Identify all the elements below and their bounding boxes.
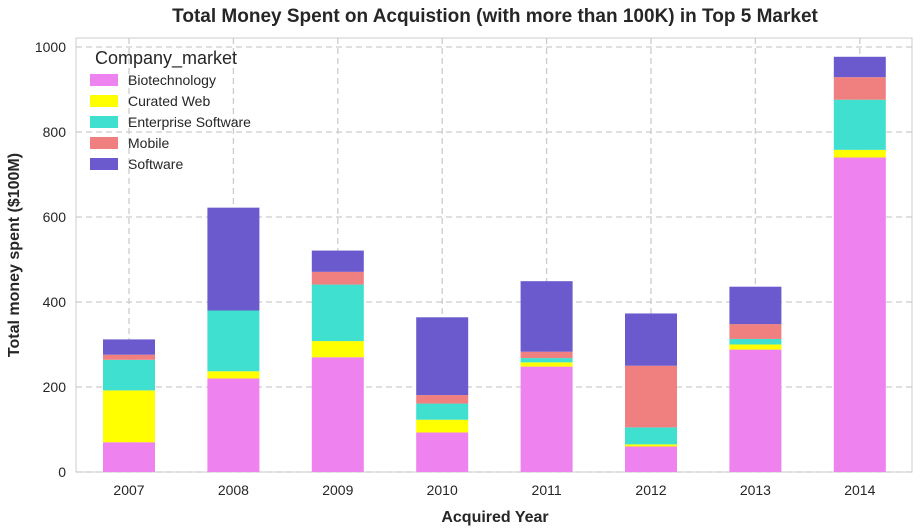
legend-label: Biotechnology [128, 72, 216, 88]
bar-mobile-2014 [833, 77, 886, 100]
bar-biotechnology-2012 [625, 446, 677, 472]
bar-biotechnology-2008 [207, 378, 260, 472]
bar-software-2014 [833, 56, 886, 78]
bar-software-2012 [625, 313, 677, 366]
x-tick-label: 2009 [322, 482, 353, 498]
bar-mobile-2009 [311, 271, 364, 285]
bar-biotechnology-2013 [729, 349, 782, 472]
bar-curated-web-2007 [103, 390, 155, 443]
bar-software-2008 [207, 207, 260, 311]
bar-enterprise-software-2010 [416, 403, 469, 420]
y-tick-label: 0 [58, 464, 66, 480]
bar-curated-web-2012 [625, 444, 677, 447]
bar-enterprise-software-2013 [729, 338, 782, 345]
legend-swatch [90, 95, 118, 107]
legend-label: Mobile [128, 135, 169, 151]
legend-swatch [90, 116, 118, 128]
bar-curated-web-2014 [833, 149, 886, 158]
x-tick-label: 2008 [218, 482, 249, 498]
legend-title: Company_market [95, 48, 237, 69]
bar-enterprise-software-2008 [207, 310, 260, 372]
y-tick-label: 800 [43, 124, 67, 140]
x-axis-ticks: 2007 2008 2009 2010 2011 2012 2013 2014 [113, 482, 875, 498]
bar-biotechnology-2011 [520, 366, 573, 472]
bar-curated-web-2010 [416, 419, 469, 433]
x-axis-label: Acquired Year [441, 509, 548, 526]
bar-curated-web-2008 [207, 371, 260, 379]
bar-enterprise-software-2011 [520, 358, 573, 363]
bar-software-2009 [311, 250, 364, 272]
bar-mobile-2012 [625, 365, 677, 428]
x-tick-label: 2013 [740, 482, 771, 498]
bar-biotechnology-2010 [416, 432, 469, 472]
bar-software-2013 [729, 286, 782, 325]
bar-mobile-2010 [416, 395, 469, 404]
legend: Company_market Biotechnology Curated Web E… [90, 48, 251, 172]
legend-label: Curated Web [128, 93, 210, 109]
y-axis-label: Total money spent ($100M) [6, 153, 23, 357]
y-tick-label: 200 [43, 379, 67, 395]
bar-curated-web-2009 [311, 341, 364, 358]
bar-enterprise-software-2009 [311, 284, 364, 342]
bar-biotechnology-2009 [311, 357, 364, 472]
bar-software-2011 [520, 281, 573, 352]
x-tick-label: 2007 [113, 482, 144, 498]
bar-curated-web-2013 [729, 344, 782, 350]
y-tick-label: 600 [43, 209, 67, 225]
x-tick-label: 2014 [844, 482, 875, 498]
legend-swatch [90, 74, 118, 86]
bar-software-2007 [103, 339, 155, 355]
bar-curated-web-2011 [520, 362, 573, 367]
x-tick-label: 2012 [635, 482, 666, 498]
x-tick-label: 2010 [427, 482, 458, 498]
bar-enterprise-software-2007 [103, 359, 155, 391]
chart-title: Total Money Spent on Acquistion (with mo… [172, 6, 818, 27]
bar-biotechnology-2014 [833, 157, 886, 472]
bar-enterprise-software-2014 [833, 99, 886, 150]
x-tick-label: 2011 [532, 482, 562, 498]
legend-swatch [90, 158, 118, 170]
bars [103, 56, 886, 472]
y-tick-label: 1000 [35, 39, 66, 55]
y-axis-ticks: 0 200 400 600 800 1000 [35, 39, 66, 480]
legend-label: Enterprise Software [128, 114, 251, 130]
legend-label: Software [128, 156, 183, 172]
bar-mobile-2013 [729, 324, 782, 339]
bar-biotechnology-2007 [103, 442, 155, 472]
bar-software-2010 [416, 317, 469, 396]
legend-swatch [90, 137, 118, 149]
bar-mobile-2011 [520, 351, 573, 359]
bar-mobile-2007 [103, 354, 155, 360]
y-tick-label: 400 [43, 294, 67, 310]
bar-enterprise-software-2012 [625, 427, 677, 445]
